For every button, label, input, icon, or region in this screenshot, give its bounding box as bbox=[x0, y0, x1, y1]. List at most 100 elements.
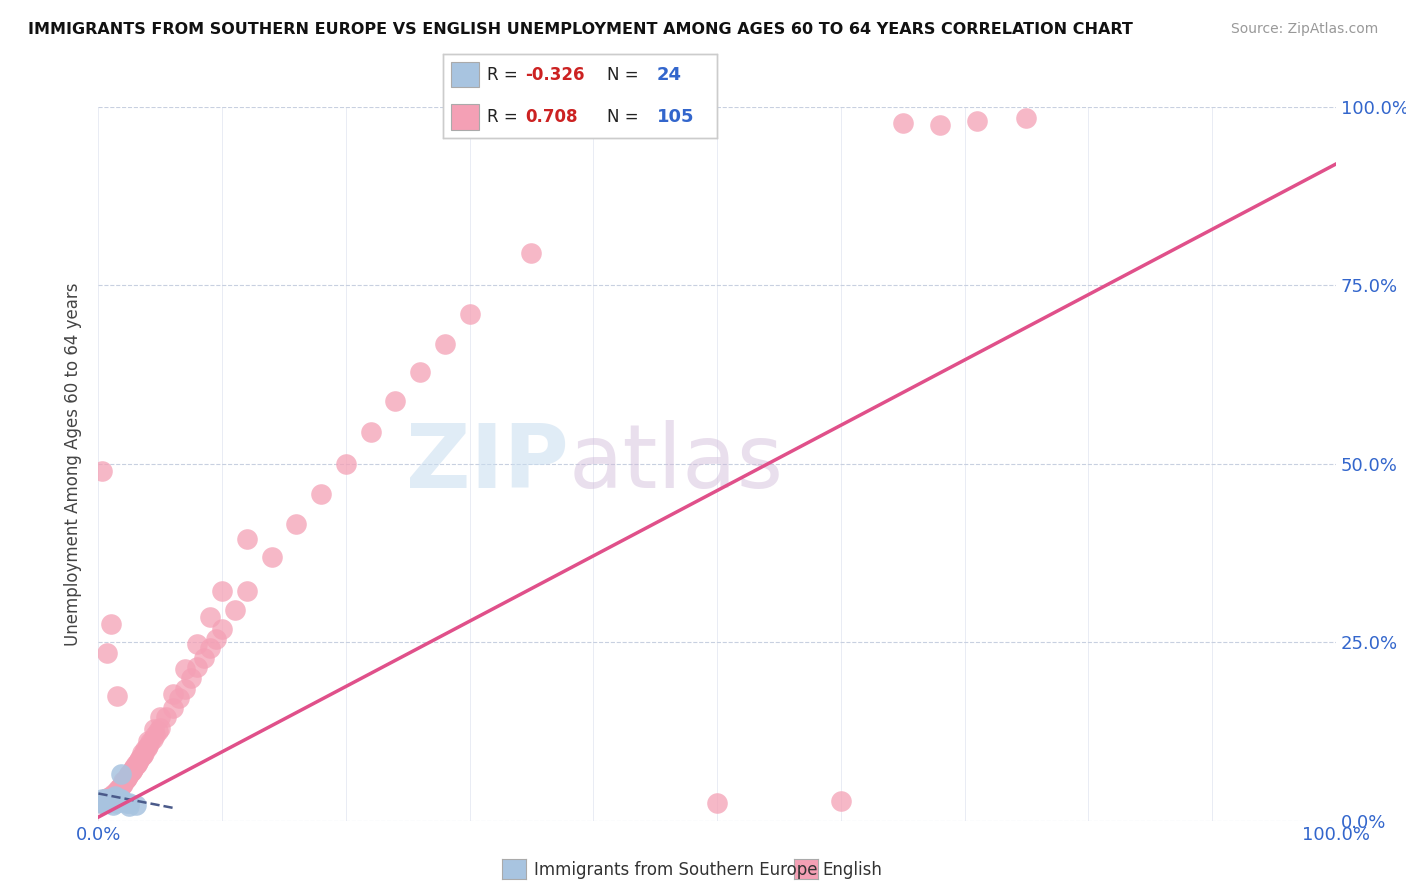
Point bbox=[93, 792, 115, 806]
Point bbox=[132, 747, 155, 762]
Point bbox=[193, 651, 215, 665]
Point bbox=[105, 689, 128, 703]
Point bbox=[458, 307, 481, 321]
Point bbox=[98, 792, 121, 806]
Point bbox=[91, 794, 114, 808]
Point bbox=[121, 764, 143, 778]
FancyBboxPatch shape bbox=[451, 62, 478, 87]
Point bbox=[162, 687, 184, 701]
Point bbox=[114, 772, 136, 787]
Point bbox=[100, 617, 122, 632]
Point bbox=[111, 778, 134, 792]
Point bbox=[433, 337, 456, 351]
Point bbox=[167, 690, 190, 705]
Point bbox=[118, 767, 141, 781]
Point bbox=[103, 789, 125, 803]
Text: N =: N = bbox=[607, 66, 644, 84]
Text: Source: ZipAtlas.com: Source: ZipAtlas.com bbox=[1230, 22, 1378, 37]
Point bbox=[105, 783, 128, 797]
Point bbox=[124, 760, 146, 774]
Point bbox=[97, 794, 120, 808]
Point bbox=[107, 787, 129, 801]
Point bbox=[104, 785, 127, 799]
Point bbox=[105, 792, 128, 806]
Point bbox=[124, 797, 146, 812]
Text: N =: N = bbox=[607, 109, 644, 127]
Point bbox=[236, 532, 259, 546]
Point bbox=[118, 799, 141, 814]
Point bbox=[93, 796, 115, 810]
Point bbox=[174, 662, 197, 676]
Point bbox=[149, 710, 172, 724]
Point bbox=[134, 742, 156, 756]
Point bbox=[112, 774, 135, 789]
Point bbox=[90, 796, 112, 810]
Point bbox=[136, 739, 159, 753]
Point bbox=[98, 790, 121, 805]
Point bbox=[104, 796, 127, 810]
Point bbox=[146, 724, 169, 739]
Point bbox=[198, 610, 221, 624]
Point bbox=[98, 792, 121, 806]
Point bbox=[103, 794, 125, 808]
Point bbox=[409, 366, 432, 380]
Point bbox=[186, 637, 208, 651]
Point bbox=[129, 751, 152, 765]
Point bbox=[112, 774, 135, 789]
Point bbox=[100, 792, 122, 806]
Point bbox=[96, 790, 118, 805]
Point bbox=[94, 792, 117, 806]
Point bbox=[143, 723, 166, 737]
Point bbox=[143, 728, 166, 742]
Point bbox=[110, 780, 132, 794]
Point bbox=[91, 792, 114, 806]
Point bbox=[100, 794, 122, 808]
Point bbox=[928, 118, 950, 132]
Point bbox=[103, 787, 125, 801]
Point bbox=[112, 776, 135, 790]
Point bbox=[131, 749, 153, 764]
Point bbox=[309, 487, 332, 501]
Text: English: English bbox=[823, 861, 883, 879]
Point bbox=[100, 789, 122, 803]
Point bbox=[134, 746, 156, 760]
Text: 0.708: 0.708 bbox=[526, 109, 578, 127]
Point bbox=[186, 660, 208, 674]
Point bbox=[1015, 111, 1038, 125]
Point bbox=[224, 603, 246, 617]
Text: atlas: atlas bbox=[568, 420, 783, 508]
Point bbox=[211, 583, 233, 598]
Point bbox=[110, 767, 132, 781]
Point bbox=[105, 783, 128, 797]
Point bbox=[112, 794, 135, 808]
Point bbox=[117, 769, 139, 783]
Point bbox=[125, 756, 148, 771]
Point bbox=[211, 623, 233, 637]
Point bbox=[360, 425, 382, 439]
Text: ZIP: ZIP bbox=[406, 420, 568, 508]
Point bbox=[128, 753, 150, 767]
Point bbox=[94, 796, 117, 810]
Point bbox=[101, 790, 124, 805]
Point bbox=[139, 735, 162, 749]
Point bbox=[236, 583, 259, 598]
Point bbox=[149, 721, 172, 735]
Point bbox=[127, 755, 149, 769]
Text: 105: 105 bbox=[657, 109, 695, 127]
FancyBboxPatch shape bbox=[451, 104, 478, 130]
Point bbox=[103, 787, 125, 801]
Point bbox=[118, 796, 141, 810]
Point bbox=[96, 792, 118, 806]
Point bbox=[384, 394, 406, 409]
Point bbox=[142, 731, 165, 746]
Point bbox=[94, 794, 117, 808]
Text: Immigrants from Southern Europe: Immigrants from Southern Europe bbox=[534, 861, 818, 879]
Point bbox=[93, 792, 115, 806]
Point bbox=[830, 794, 852, 808]
Point bbox=[108, 781, 131, 796]
Text: R =: R = bbox=[486, 66, 523, 84]
Point bbox=[120, 765, 142, 780]
Point bbox=[114, 772, 136, 787]
Text: R =: R = bbox=[486, 109, 523, 127]
Point bbox=[103, 789, 125, 803]
